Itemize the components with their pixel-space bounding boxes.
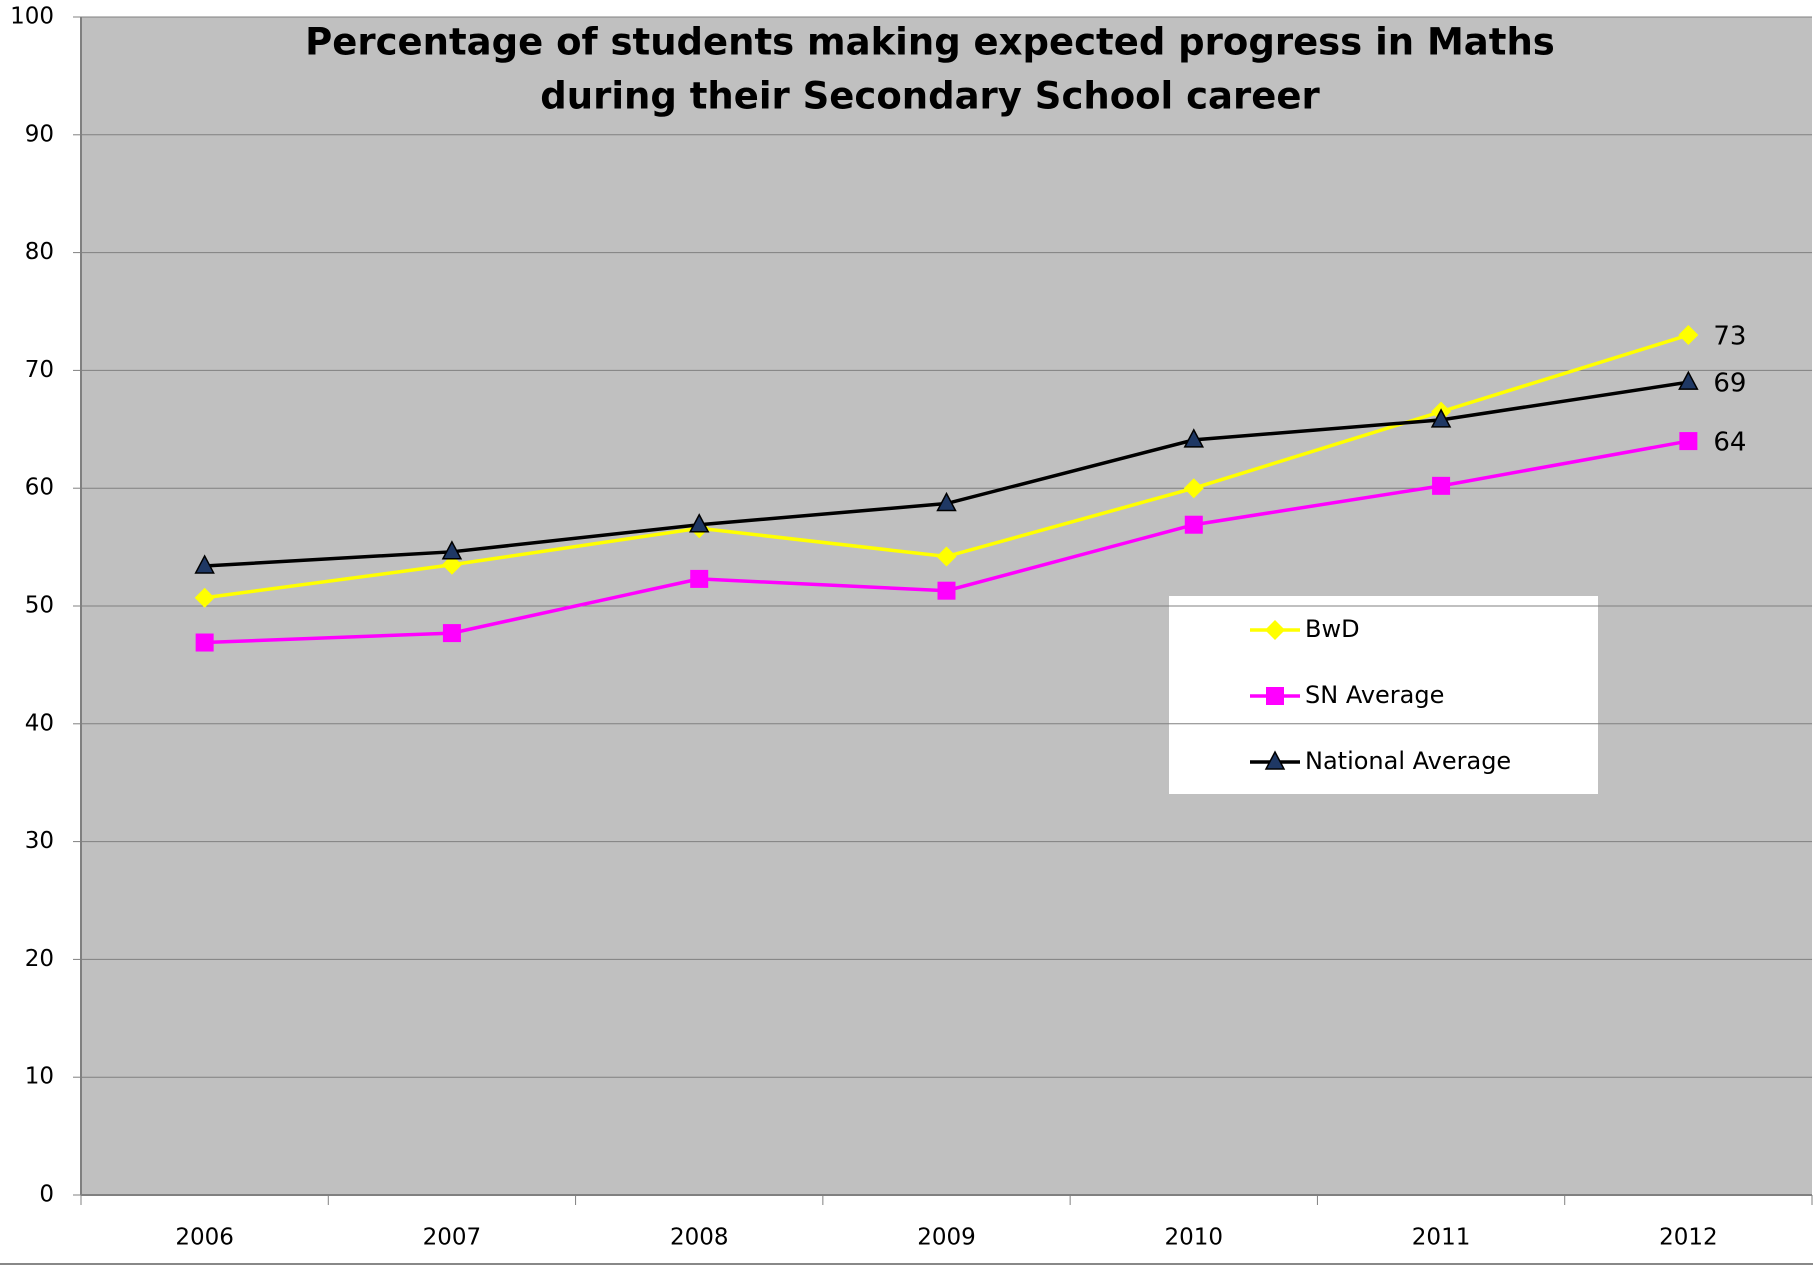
marker	[442, 624, 461, 643]
marker	[194, 587, 215, 608]
x-tick-label: 2011	[1412, 1225, 1471, 1251]
marker	[1183, 478, 1204, 499]
marker	[690, 569, 709, 588]
x-tick-label: 2010	[1165, 1225, 1224, 1251]
x-tick-label: 2007	[423, 1225, 482, 1251]
marker	[441, 540, 463, 560]
marker	[1265, 620, 1285, 640]
chart-title: Percentage of students making expected p…	[305, 21, 1555, 64]
marker	[688, 513, 710, 533]
marker	[1679, 432, 1698, 451]
chart-title: during their Secondary School career	[540, 75, 1320, 118]
legend-label: National Average	[1305, 747, 1511, 775]
marker	[1678, 325, 1699, 346]
marker	[1678, 370, 1699, 390]
y-tick-label: 50	[25, 593, 54, 619]
legend	[1169, 596, 1598, 794]
marker	[1430, 408, 1452, 428]
y-tick-label: 60	[25, 475, 54, 501]
y-tick-label: 30	[25, 828, 54, 854]
y-tick-label: 70	[25, 357, 54, 383]
marker	[195, 633, 214, 652]
marker	[937, 581, 956, 600]
marker	[936, 491, 957, 512]
marker	[1266, 687, 1284, 705]
marker	[1184, 515, 1203, 534]
data-label: 73	[1713, 322, 1746, 352]
marker	[194, 554, 215, 574]
y-tick-label: 40	[25, 710, 54, 736]
legend-label: BwD	[1305, 615, 1360, 643]
marker	[936, 546, 957, 567]
data-label: 69	[1713, 369, 1746, 399]
marker	[1432, 476, 1451, 495]
x-tick-label: 2006	[175, 1225, 234, 1251]
marker	[441, 554, 462, 575]
y-tick-label: 10	[25, 1064, 54, 1090]
x-tick-label: 2009	[917, 1225, 976, 1251]
y-tick-label: 20	[25, 946, 54, 972]
x-tick-label: 2012	[1659, 1225, 1718, 1251]
y-tick-label: 80	[25, 239, 54, 265]
x-tick-label: 2008	[670, 1225, 729, 1251]
y-tick-label: 0	[39, 1182, 54, 1208]
marker	[1183, 428, 1205, 448]
y-tick-label: 90	[25, 121, 54, 147]
data-label: 64	[1713, 428, 1746, 458]
legend-label: SN Average	[1305, 681, 1444, 709]
y-tick-label: 100	[10, 4, 54, 30]
marker	[1264, 750, 1286, 770]
